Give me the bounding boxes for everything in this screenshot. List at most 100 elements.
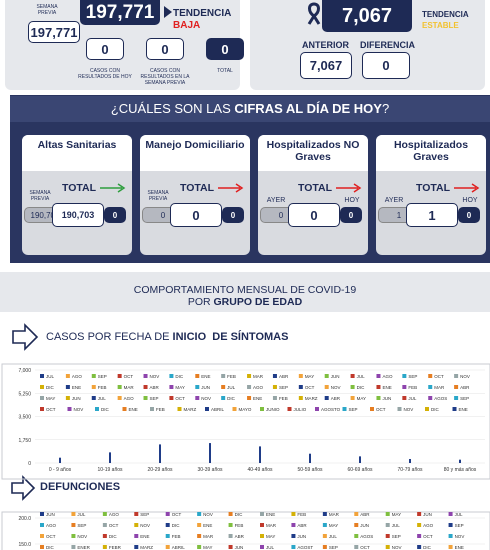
legend-swatch [402,374,407,378]
legend-label: ENE [459,407,468,412]
legend-label: NOV [74,407,84,412]
legend-label: OCT [376,407,386,412]
legend-label: MAR [253,374,264,379]
legend-label: SEP [392,534,401,539]
legend-label: MAY [203,545,212,550]
legend-label: ENE [129,407,138,412]
legend-swatch [228,545,233,549]
trend: ESTABLE [422,21,459,30]
legend-swatch [40,512,44,516]
legend-swatch [385,534,390,538]
legend-swatch [40,374,44,378]
right-value: 0 [458,207,480,223]
line: COMPORTAMIENTO MENSUAL DE COVID-19 [133,284,357,296]
legend-swatch [315,407,319,411]
bar [259,446,261,463]
legend-label: MAY [175,385,184,390]
legend-swatch [228,534,233,538]
right-label: HOY [344,197,360,204]
legend-swatch [165,545,170,549]
legend-label: AGO [109,512,120,517]
legend-label: AGO [124,396,135,401]
legend-swatch [197,512,202,516]
legend-swatch [143,374,148,378]
legend-label: FEBR [109,545,122,550]
arrow [218,183,244,193]
difference: 0 [362,52,410,79]
legend-label: AGO [72,374,83,379]
legend-label: NOV [77,534,87,539]
legend-swatch [205,407,209,411]
count-label: CASOS CON RESULTADOS DE HOY [78,68,132,80]
legend-swatch [165,534,170,538]
legend-swatch [117,396,122,400]
legend-label: AGOST [297,545,313,550]
card-title: Manejo Domiciliario [145,139,245,151]
legend-label: ABRIL [172,545,186,550]
trend-arrow [218,183,244,193]
legend-label: OCT [175,396,185,401]
total: 197,771 [80,0,160,25]
card-header [140,135,250,171]
total-label: TOTAL [298,182,333,194]
legend-swatch [65,385,70,389]
legend-label: JUN [423,512,432,517]
legend-swatch [260,407,264,411]
legend-label: MAR [124,385,135,390]
trend-label: TENDENCIA [422,10,469,19]
legend-label: JUN [331,374,340,379]
bar [409,459,411,463]
legend-label: ENE [201,374,210,379]
legend-label: JUL [266,545,274,550]
legend-label: ABR [331,396,341,401]
legend-swatch [260,512,264,516]
legend-swatch [376,374,381,378]
legend-label: NOV [455,534,465,539]
legend-label: SEP [455,523,464,528]
legend-label: OCT [434,374,444,379]
legend-label: MARZ [140,545,153,550]
legend-label: OCT [305,385,315,390]
legend-label: MAY [392,512,401,517]
legend-label: SEP [150,396,159,401]
legend-swatch [197,523,202,527]
right-label: HOY [462,197,478,204]
legend-swatch [260,545,264,549]
x-tick-label: 80 y más años [444,467,477,473]
legend-swatch [143,396,148,400]
panel-title: ¿CUÁLES SON LAS CIFRAS AL DÍA DE HOY? [10,96,490,122]
legend-label: JUN [382,396,391,401]
legend-label: MAYO [239,407,252,412]
legend-swatch [165,512,170,516]
legend-swatch [448,523,453,527]
legend-swatch [425,407,429,411]
legend-swatch [417,523,422,527]
legend-label: OCT [46,534,56,539]
legend-label: ABR [297,523,307,528]
legend-label: NOV [150,374,160,379]
legend-label: JUL [46,374,54,379]
legend-label: ABRIL [211,407,225,412]
legend-swatch [102,534,107,538]
label: ANTERIOR [302,40,349,50]
legend-swatch [385,523,390,527]
legend-swatch [117,385,122,389]
legend-swatch [134,523,139,527]
y-tick-label: 1,750 [18,438,31,444]
legend-swatch [272,374,277,378]
trend-label: TENDENCIA [173,8,232,19]
legend-label: FEB [235,523,244,528]
legend-swatch [197,534,202,538]
legend-swatch [134,512,139,516]
legend-label: DIC [101,407,110,412]
legend-swatch [354,512,359,516]
legend-swatch [71,534,76,538]
legend-label: JUL [357,374,365,379]
legend-label: JUL [98,396,106,401]
legend-label: OCT [172,512,182,517]
legend-swatch [71,512,76,516]
legend-label: OCT [46,407,56,412]
legend-label: OCT [109,523,119,528]
legend-label: MAR [329,512,340,517]
